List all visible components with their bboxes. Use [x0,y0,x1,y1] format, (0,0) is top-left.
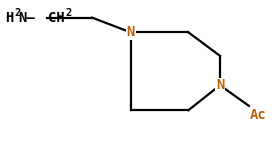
Text: N: N [216,78,224,92]
Text: 2: 2 [14,8,21,18]
Text: 2: 2 [65,8,72,18]
Text: Ac: Ac [250,108,267,122]
Text: N: N [126,25,135,39]
Text: N—: N— [19,11,35,25]
Text: H: H [6,11,14,25]
Text: CH: CH [48,11,65,25]
